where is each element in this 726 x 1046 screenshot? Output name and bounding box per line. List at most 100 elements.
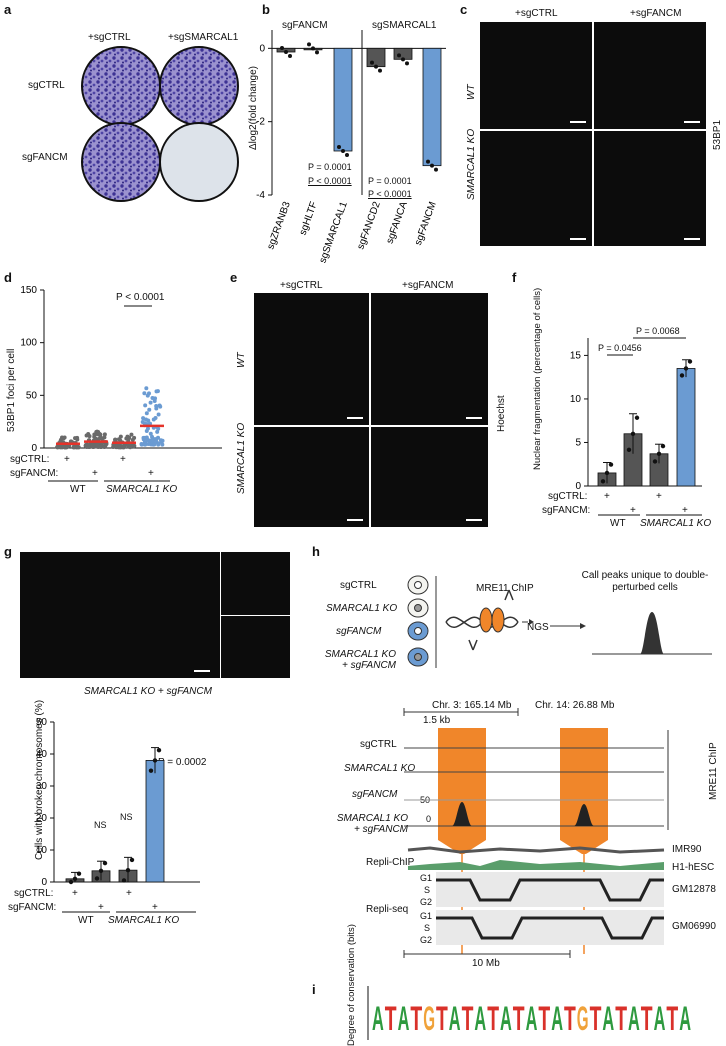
- e-image-ko-sgctrl: [254, 427, 369, 527]
- logo-letter: T: [436, 1000, 448, 1038]
- d-point: [146, 391, 151, 396]
- f-point: [687, 359, 693, 364]
- panel-g-label: g: [4, 544, 12, 559]
- d-point: [152, 398, 157, 403]
- f-point: [634, 415, 640, 420]
- logo-letter: T: [666, 1000, 678, 1038]
- g-ytick-label: 30: [36, 781, 48, 792]
- f-plus-4: +: [682, 505, 688, 516]
- f-ytick-label: 0: [575, 481, 581, 492]
- b-group-title-1: sgFANCM: [282, 20, 328, 31]
- logo-letter: A: [526, 1000, 538, 1038]
- f-point: [608, 462, 614, 467]
- h-track-1: sgCTRL: [360, 739, 397, 750]
- b-point: [370, 60, 374, 65]
- d-point: [156, 412, 161, 417]
- e-image-ko-sgfancm: [371, 427, 488, 527]
- b-point: [337, 145, 341, 149]
- g-point: [72, 876, 78, 881]
- d-point: [98, 444, 103, 449]
- f-ytick-label: 10: [570, 394, 582, 405]
- panel-b-label: b: [262, 2, 270, 17]
- h-phase-g1-b: G1: [420, 911, 433, 921]
- d-point: [155, 389, 160, 394]
- b-point: [284, 50, 288, 54]
- h-cell-label-1: sgCTRL: [340, 580, 377, 591]
- h-phase-g2-a: G2: [420, 897, 433, 907]
- g-point: [68, 879, 74, 885]
- e-col-label-1: +sgCTRL: [280, 280, 323, 291]
- d-point: [158, 438, 163, 443]
- h-track-3: sgFANCM: [352, 789, 398, 800]
- a-col-label-2: +sgSMARCAL1: [168, 32, 239, 43]
- b-point: [401, 57, 405, 62]
- f-p-value-2: P = 0.0456: [598, 343, 642, 353]
- g-point: [148, 768, 154, 773]
- g-point: [152, 758, 158, 763]
- h-scale-small: 1.5 kb: [423, 715, 451, 726]
- c-col-label-2: +sgFANCM: [630, 8, 682, 19]
- d-point: [117, 443, 122, 448]
- panel-e-label: e: [230, 270, 238, 285]
- logo-letter: A: [398, 1000, 410, 1038]
- h-repli-seq: Repli-seq: [366, 904, 409, 915]
- g-ytick-label: 20: [36, 813, 48, 824]
- a-row-label-1: sgCTRL: [28, 80, 65, 91]
- logo-letter: A: [654, 1000, 666, 1038]
- h-ngs-label: NGS: [527, 622, 549, 633]
- f-point: [630, 431, 636, 436]
- d-point: [148, 400, 153, 405]
- f-point: [600, 479, 606, 484]
- logo-letter: A: [449, 1000, 461, 1038]
- d-point: [139, 442, 144, 447]
- f-plus-3: +: [656, 491, 662, 502]
- h-graphics: [403, 575, 712, 958]
- g-point: [129, 857, 135, 863]
- logo-letter: A: [679, 1000, 691, 1038]
- d-point: [146, 442, 151, 447]
- d-point: [90, 443, 95, 448]
- f-genotype-2: SMARCAL1 KO: [640, 518, 712, 529]
- d-ytick-label: 100: [20, 338, 37, 349]
- chart-d: 0 50 100 150: [20, 285, 222, 482]
- d-plus-2: +: [92, 468, 98, 479]
- d-point: [150, 434, 155, 439]
- h-repli-chip-line-1: IMR90: [672, 844, 702, 855]
- d-point: [142, 442, 147, 447]
- b-point: [426, 159, 430, 164]
- b-p-value-3: P = 0.0001: [368, 176, 412, 186]
- g-point: [121, 878, 127, 883]
- d-row-label-2: sgFANCM:: [10, 468, 59, 479]
- d-point: [152, 442, 157, 447]
- d-point: [154, 403, 159, 408]
- panel-c-label: c: [460, 2, 468, 17]
- f-plus-1: +: [604, 491, 610, 502]
- g-ytick-label: 40: [36, 749, 48, 760]
- b-point: [315, 50, 319, 55]
- g-ns-2: NS: [120, 812, 133, 822]
- repli-chip-imr90: [407, 846, 665, 854]
- logo-letter: A: [628, 1000, 640, 1038]
- c-image-wt-sgfancm: [594, 22, 706, 129]
- b-point: [341, 149, 345, 153]
- g-plus-1: +: [72, 888, 78, 899]
- h-cell-label-4: SMARCAL1 KO + sgFANCM: [324, 649, 396, 671]
- d-point: [129, 432, 134, 437]
- h-track-2: SMARCAL1 KO: [344, 763, 416, 774]
- logo-letter: G: [577, 1000, 589, 1038]
- d-plus-3: +: [120, 454, 126, 465]
- peak-schematic: [640, 612, 664, 654]
- d-point: [144, 411, 149, 416]
- c-image-ko-sgfancm: [594, 131, 706, 246]
- h-phase-g2-b: G2: [420, 935, 433, 945]
- g-plus-2: +: [98, 902, 104, 913]
- logo-letter: A: [500, 1000, 512, 1038]
- e-image-wt-sgfancm: [371, 293, 488, 425]
- h-axis-0: 0: [426, 814, 432, 824]
- b-point: [397, 53, 401, 58]
- d-point: [157, 403, 162, 408]
- d-point: [156, 442, 161, 447]
- h-repli-chip: Repli-ChIP: [366, 857, 415, 868]
- b-p-value-1: P = 0.0001: [308, 162, 352, 172]
